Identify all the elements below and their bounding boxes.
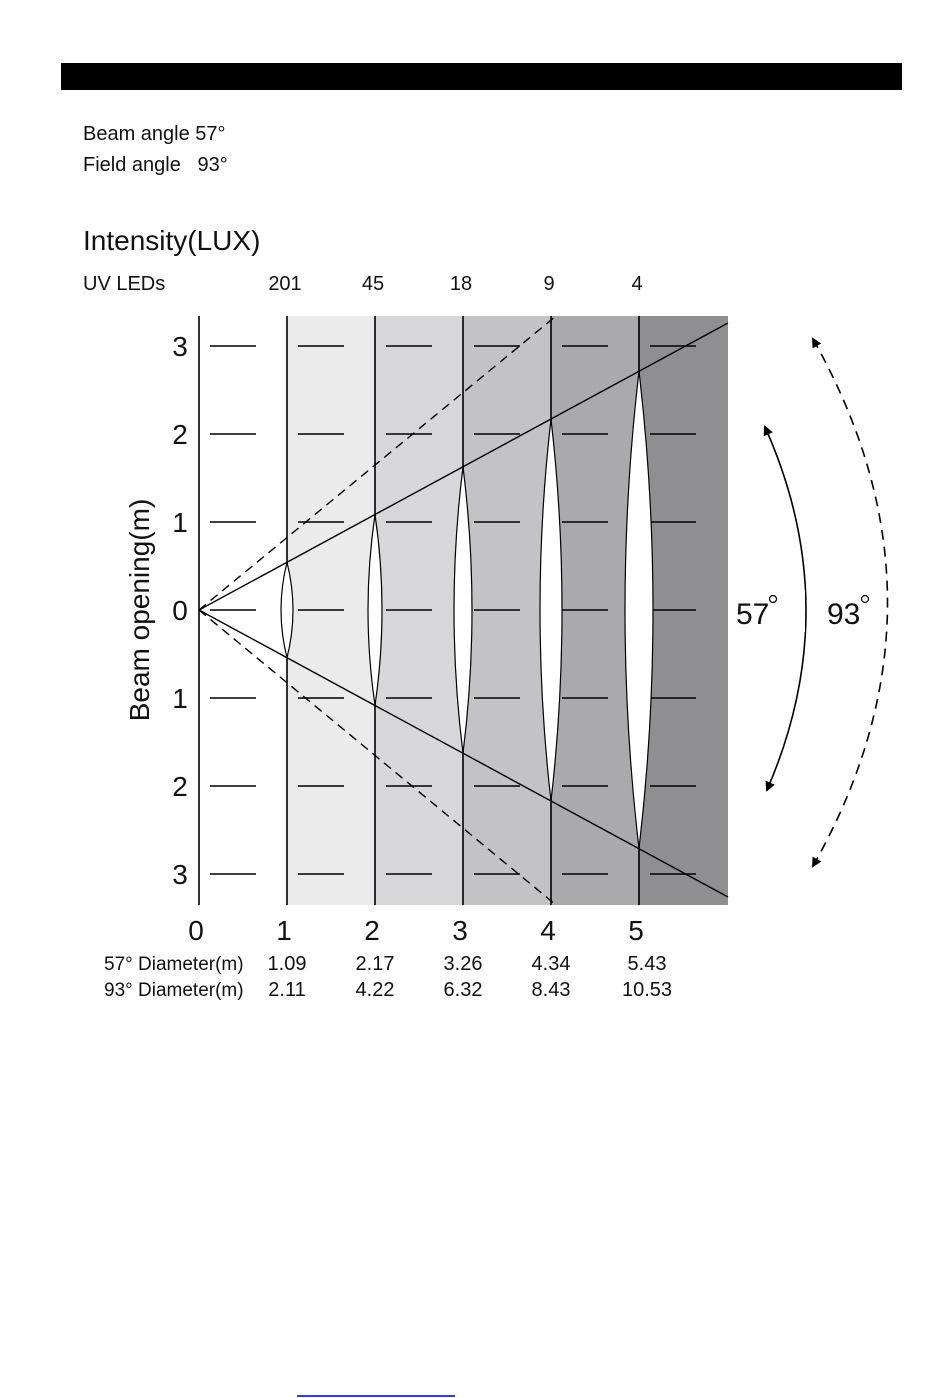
diameter-value: 1.09 (268, 953, 307, 975)
header-bar (61, 63, 902, 90)
x-tick-label: 3 (452, 915, 468, 946)
y-tick-label: 3 (172, 331, 188, 362)
beam-spot (624, 371, 654, 849)
diameter-value: 6.32 (444, 979, 483, 1001)
intensity-value: 45 (362, 273, 384, 295)
diameter-value: 3.26 (444, 953, 483, 975)
y-tick-label: 1 (172, 683, 188, 714)
diameter-value: 4.34 (532, 953, 571, 975)
intensity-label: UV LEDs (83, 273, 165, 295)
field-angle-label: 93 (827, 598, 860, 631)
x-tick-label: 4 (540, 915, 556, 946)
diameter-value: 5.43 (628, 953, 667, 975)
y-tick-label: 1 (172, 507, 188, 538)
beam-diagram (198, 315, 729, 906)
beam-spot (453, 466, 473, 754)
field-angle-arc (812, 337, 889, 868)
diagram-title: Intensity(LUX) (83, 225, 260, 256)
beam-angle-label: 57 (736, 598, 769, 631)
label-backdrop (733, 590, 805, 632)
x-tick-label: 2 (364, 915, 380, 946)
x-tick-label: 0 (188, 915, 204, 946)
diameter-value: 2.11 (268, 979, 305, 1001)
diameter-row-label: 93° Diameter(m) (104, 980, 244, 1001)
diameter-value: 4.22 (356, 979, 395, 1001)
intensity-value: 201 (268, 273, 301, 295)
intensity-value: 4 (631, 273, 642, 295)
y-tick-label: 0 (172, 595, 188, 626)
x-tick-label: 1 (276, 915, 292, 946)
field-edge (198, 315, 557, 611)
y-axis-label: Beam opening(m) (124, 499, 155, 722)
diameter-value: 2.17 (356, 953, 395, 975)
beam-spot (280, 562, 294, 658)
intensity-value: 18 (450, 273, 472, 295)
diameter-row-label: 57° Diameter(m) (104, 954, 244, 975)
label-backdrop (824, 590, 884, 632)
diameter-value: 10.53 (622, 979, 672, 1001)
y-tick-label: 2 (172, 771, 188, 802)
degree-sign (860, 594, 870, 604)
field-angle-spec: Field angle 93° (83, 154, 228, 176)
y-tick-label: 3 (172, 859, 188, 890)
field-edge (198, 609, 557, 906)
intensity-value: 9 (543, 273, 554, 295)
y-tick-label: 2 (172, 419, 188, 450)
x-tick-label: 5 (628, 915, 644, 946)
beam-angle-spec: Beam angle 57° (83, 123, 226, 145)
diameter-value: 8.43 (532, 979, 571, 1001)
beam-angle-arc (763, 425, 807, 792)
degree-sign (768, 594, 778, 604)
beam-spot (367, 514, 383, 706)
beam-spot (539, 418, 563, 802)
